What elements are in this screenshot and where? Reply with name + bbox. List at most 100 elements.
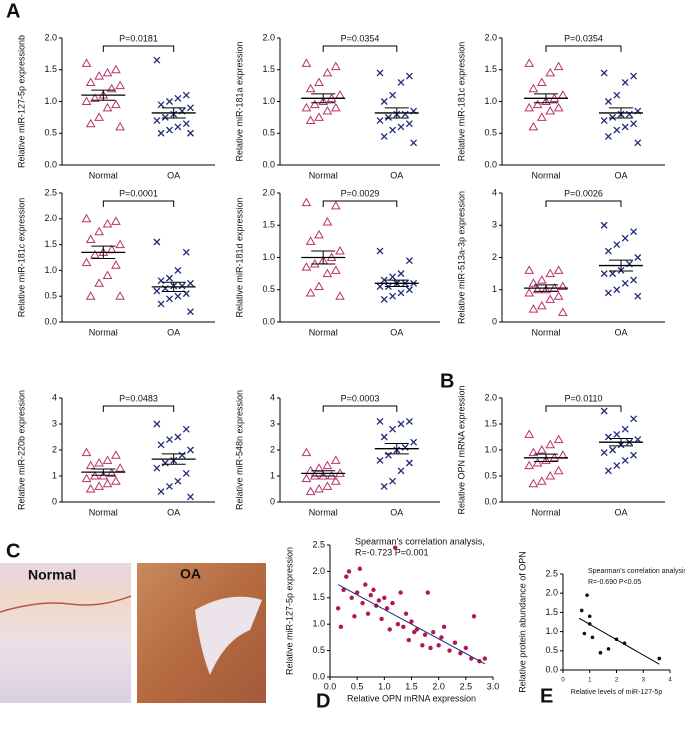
- point: [389, 477, 397, 485]
- point: [630, 451, 638, 459]
- point: [405, 459, 413, 467]
- point: [187, 129, 194, 137]
- point: [376, 69, 384, 77]
- y-tick-label: 0: [52, 496, 57, 506]
- y-axis-label: Relative miR-181a expression: [234, 41, 244, 161]
- y-tick-label: 0.0: [312, 671, 325, 681]
- point: [621, 456, 629, 464]
- point: [431, 629, 436, 635]
- x-tick-label: 2: [615, 678, 619, 684]
- y-tick-label: 1.0: [312, 619, 325, 629]
- image-label: Normal: [28, 567, 76, 583]
- y-tick-label: 1.5: [545, 607, 558, 617]
- point: [384, 113, 392, 121]
- p-value: P=0.0354: [341, 33, 380, 43]
- point: [376, 598, 382, 603]
- x-tick-label: 0.5: [351, 681, 364, 691]
- point: [174, 292, 182, 300]
- point: [634, 292, 642, 300]
- point: [625, 110, 633, 118]
- y-axis-label: Relative miR-220b expression: [16, 390, 26, 510]
- point: [182, 91, 190, 99]
- point: [174, 266, 182, 274]
- point: [405, 286, 413, 294]
- y-tick-label: 2: [270, 444, 275, 454]
- point: [157, 300, 165, 308]
- point: [401, 110, 409, 118]
- point: [541, 284, 551, 294]
- point: [536, 300, 547, 310]
- point: [90, 93, 100, 102]
- p-value: P=0.0483: [119, 393, 158, 403]
- tissue-edge: [0, 595, 132, 613]
- point: [322, 106, 333, 115]
- point: [621, 78, 629, 86]
- point: [439, 635, 444, 640]
- point: [305, 115, 316, 125]
- point: [94, 481, 104, 490]
- point: [111, 64, 121, 74]
- significance-bracket: [322, 200, 398, 207]
- point: [553, 291, 564, 300]
- point: [102, 270, 113, 280]
- point: [344, 574, 349, 579]
- point: [376, 117, 384, 125]
- point: [420, 643, 425, 648]
- y-tick-label: 0.5: [484, 128, 497, 138]
- point: [410, 139, 418, 147]
- y-tick-label: 2.0: [484, 32, 497, 42]
- point: [441, 624, 447, 630]
- panel-label: A: [6, 0, 20, 22]
- point: [600, 449, 608, 457]
- point: [85, 483, 96, 493]
- y-axis-label: Relative miR-548n expression: [234, 390, 244, 510]
- point: [384, 451, 392, 459]
- point: [182, 120, 190, 128]
- point: [115, 291, 125, 300]
- point: [81, 58, 92, 67]
- point: [613, 462, 621, 470]
- point: [528, 304, 539, 313]
- point: [609, 446, 617, 454]
- p-value: P=0.0354: [564, 33, 603, 43]
- x-axis-label: Relative OPN mRNA expression: [347, 693, 476, 703]
- point: [301, 58, 312, 67]
- point: [428, 645, 433, 651]
- y-tick-label: 0.5: [262, 128, 275, 138]
- point: [178, 451, 186, 459]
- x-tick-label: 1.0: [378, 681, 391, 691]
- point: [553, 265, 564, 274]
- fit-line: [578, 617, 660, 665]
- y-tick-label: 4: [492, 187, 497, 197]
- y-tick-label: 1.5: [312, 592, 325, 602]
- y-tick-label: 2.0: [262, 32, 275, 42]
- panel-label: B: [440, 370, 454, 392]
- y-tick-label: 0.5: [312, 645, 325, 655]
- point: [604, 247, 612, 255]
- point: [166, 295, 173, 303]
- point: [368, 592, 373, 598]
- y-tick-label: 2.0: [312, 566, 325, 576]
- x-tick-label: 1: [588, 678, 592, 684]
- y-tick-label: 1.5: [262, 64, 275, 74]
- point: [322, 481, 333, 490]
- annotation: R=-0.723 P=0.001: [355, 547, 429, 557]
- point: [81, 447, 92, 457]
- point: [301, 473, 312, 483]
- point: [85, 77, 96, 86]
- tissue-crack: [195, 596, 262, 675]
- point: [85, 118, 96, 128]
- point: [94, 71, 104, 80]
- panel-label: D: [316, 690, 330, 712]
- point: [557, 307, 568, 316]
- point: [174, 94, 182, 102]
- point: [380, 276, 388, 284]
- point: [380, 295, 388, 303]
- point: [309, 99, 320, 109]
- point: [382, 595, 387, 600]
- point: [389, 292, 397, 300]
- histology-normal: [0, 563, 131, 703]
- point: [115, 80, 125, 90]
- point: [613, 241, 621, 249]
